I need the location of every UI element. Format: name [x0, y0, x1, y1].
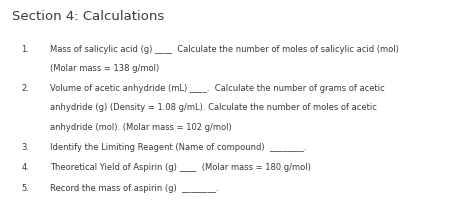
Text: Section 4: Calculations: Section 4: Calculations [12, 10, 164, 23]
Text: 1.: 1. [21, 44, 29, 53]
Text: Record the mass of aspirin (g)  ________.: Record the mass of aspirin (g) ________. [50, 183, 219, 191]
Text: (Molar mass = 138 g/mol): (Molar mass = 138 g/mol) [50, 64, 159, 73]
Text: anhydride (g) (Density = 1.08 g/mL). Calculate the number of moles of acetic: anhydride (g) (Density = 1.08 g/mL). Cal… [50, 103, 377, 112]
Text: Volume of acetic anhydride (mL) ____.  Calculate the number of grams of acetic: Volume of acetic anhydride (mL) ____. Ca… [50, 84, 384, 93]
Text: 3.: 3. [21, 142, 29, 151]
Text: Theoretical Yield of Aspirin (g) ____  (Molar mass = 180 g/mol): Theoretical Yield of Aspirin (g) ____ (M… [50, 162, 310, 171]
Text: anhydride (mol). (Molar mass = 102 g/mol): anhydride (mol). (Molar mass = 102 g/mol… [50, 122, 231, 131]
Text: 5.: 5. [21, 183, 29, 191]
Text: Mass of salicylic acid (g) ____  Calculate the number of moles of salicylic acid: Mass of salicylic acid (g) ____ Calculat… [50, 44, 399, 53]
Text: 2.: 2. [21, 84, 29, 93]
Text: 4.: 4. [21, 162, 29, 171]
Text: Identify the Limiting Reagent (Name of compound)  ________.: Identify the Limiting Reagent (Name of c… [50, 142, 306, 151]
